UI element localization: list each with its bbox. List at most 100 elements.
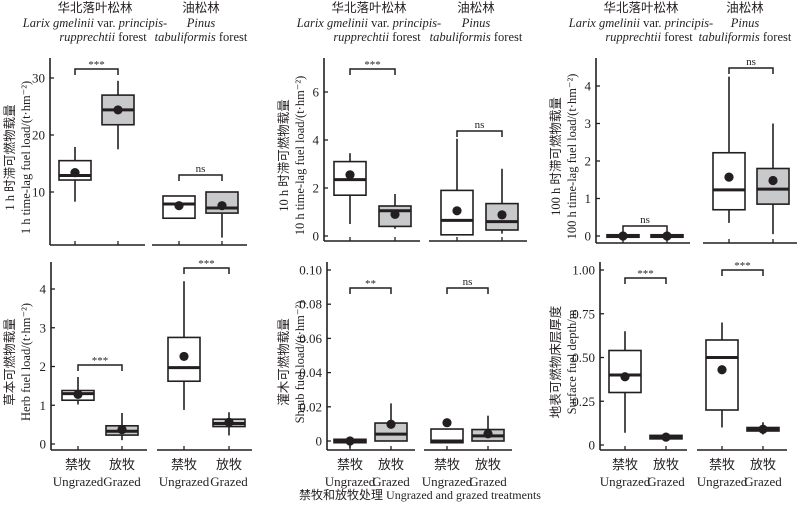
y-tick-label: 0 xyxy=(40,437,47,452)
y-axis-label-zh: 灌木可燃物载量 xyxy=(276,318,291,406)
y-tick-label: 3 xyxy=(585,116,592,131)
box-grazed xyxy=(101,80,135,150)
significance-bracket xyxy=(624,277,667,284)
y-tick-label: 0.04 xyxy=(299,365,322,380)
y-tick-label: 1.00 xyxy=(572,263,595,278)
mean-point xyxy=(758,424,768,434)
latin-epithet: principis- xyxy=(664,16,714,30)
box-grazed xyxy=(374,403,408,442)
significance-bracket xyxy=(77,364,123,371)
mean-point xyxy=(70,168,80,178)
y-axis-label-zh: 草本可燃物载量 xyxy=(2,318,17,406)
box-ungrazed xyxy=(608,331,642,433)
group-title-latin: Larix gmelinii var. principis- xyxy=(568,16,713,30)
latin-epithet-2: tabuliformis xyxy=(430,30,491,44)
significance-label: ns xyxy=(463,276,473,288)
box-grazed xyxy=(485,168,519,234)
category-label-en: Grazed xyxy=(372,474,410,489)
significance-bracket xyxy=(178,174,223,181)
latin-epithet-2: rupprechtii xyxy=(59,30,115,44)
significance-bracket xyxy=(728,67,774,74)
category-label-en: Grazed xyxy=(744,474,782,489)
box-ungrazed xyxy=(606,231,640,241)
mean-point xyxy=(497,210,507,220)
mean-point xyxy=(618,231,628,241)
mean-point xyxy=(768,175,778,186)
mean-point xyxy=(73,389,83,399)
group-title-zh: 华北落叶松林 xyxy=(57,0,133,15)
significance-bracket xyxy=(622,225,668,232)
group-title-latin-2: tabuliformis forest xyxy=(430,30,523,44)
box-group: *** xyxy=(58,59,135,202)
y-tick-label: 10 xyxy=(32,185,45,200)
y-tick-label: 3 xyxy=(40,320,47,335)
category-label-en: Ungrazed xyxy=(422,474,473,489)
box-ungrazed xyxy=(167,281,201,410)
box-ungrazed xyxy=(430,418,464,444)
significance-label: *** xyxy=(198,258,215,270)
y-tick-label: 0.50 xyxy=(572,350,595,365)
y-tick-label: 6 xyxy=(313,85,320,100)
box-ungrazed xyxy=(333,153,367,224)
group-title-zh: 油松林 xyxy=(457,1,495,15)
mean-point xyxy=(620,372,630,382)
y-axis-label-en: 1 h time-lag fuel load/(t·hm⁻²) xyxy=(19,81,33,234)
significance-bracket xyxy=(74,68,119,75)
mean-point xyxy=(179,351,189,362)
y-tick-label: 1 xyxy=(585,191,592,206)
box-iqr xyxy=(705,339,739,411)
group-title-latin-2: tabuliformis forest xyxy=(155,30,248,44)
group-title-zh: 油松林 xyxy=(182,1,220,15)
box-ungrazed xyxy=(333,436,367,448)
mean-point xyxy=(452,206,462,216)
significance-bracket xyxy=(349,287,392,294)
category-label-zh: 放牧 xyxy=(216,457,242,472)
y-tick-label: 30 xyxy=(32,71,45,86)
panel-p3: 0 1 2 3 4 100 h 时滞可燃物载量 100 h time-lag fuel lo… xyxy=(548,56,797,244)
box-grazed xyxy=(378,194,412,229)
group-title-latin-2: rupprechtii forest xyxy=(333,30,421,44)
y-tick-label: 2 xyxy=(40,359,47,374)
latin-genus: Larix gmelinii xyxy=(22,16,95,30)
box-group: ns xyxy=(712,56,790,235)
y-tick-label: 20 xyxy=(32,128,45,143)
significance-bracket xyxy=(456,130,503,137)
y-tick-label: 0.08 xyxy=(299,297,322,312)
box-ungrazed xyxy=(440,138,474,236)
category-label-zh: 放牧 xyxy=(653,457,679,472)
group-title-latin: Larix gmelinii var. principis- xyxy=(22,16,167,30)
y-tick-label: 0.75 xyxy=(572,306,595,321)
category-label-zh: 放牧 xyxy=(475,457,501,472)
category-label-zh: 禁牧 xyxy=(612,457,638,472)
significance-label: ns xyxy=(475,119,485,131)
y-axis-label-zh: 10 h 时滞可燃物载量 xyxy=(276,99,291,212)
significance-bracket xyxy=(721,269,764,276)
category-label-zh: 放牧 xyxy=(378,457,404,472)
group-title-latin-2: tabuliformis forest xyxy=(699,30,792,44)
mean-point xyxy=(390,209,400,219)
category-label-en: Ungrazed xyxy=(325,474,376,489)
category-label-en: Grazed xyxy=(647,474,685,489)
box-group: *** xyxy=(61,355,139,441)
forest-suffix: forest xyxy=(661,30,693,44)
category-label-en: Grazed xyxy=(210,474,248,489)
y-tick-label: 0.10 xyxy=(299,263,322,278)
latin-genus: Larix gmelinii xyxy=(568,16,641,30)
mean-point xyxy=(442,418,452,428)
category-label-zh: 禁牧 xyxy=(709,457,735,472)
y-tick-label: 0.06 xyxy=(299,331,322,346)
significance-label: *** xyxy=(637,268,654,280)
box-group: ns xyxy=(162,163,239,238)
latin-var: var. xyxy=(368,16,393,30)
significance-bracket xyxy=(183,267,230,274)
mean-point xyxy=(661,432,671,442)
y-axis-label-en: Herb fuel load/(t·hm⁻²) xyxy=(19,303,33,421)
box-iqr xyxy=(756,167,790,205)
mean-point xyxy=(724,172,734,182)
significance-label: ** xyxy=(365,278,376,290)
panel-p5: 0 0.02 0.04 0.06 0.08 0.10 灌木可燃物载量 Shrub fuel l… xyxy=(276,262,512,489)
box-iqr xyxy=(608,349,642,394)
